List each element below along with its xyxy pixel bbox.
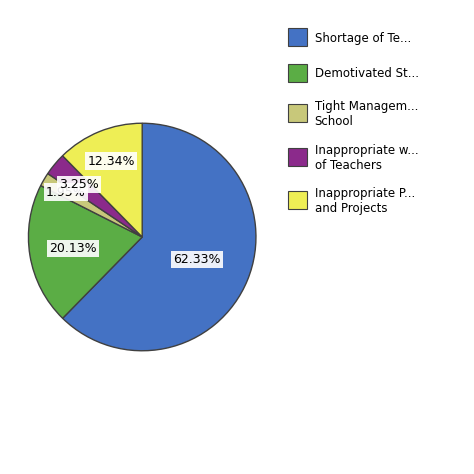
Text: Shortage of Te...: Shortage of Te... — [315, 32, 411, 45]
FancyBboxPatch shape — [288, 104, 307, 122]
Wedge shape — [63, 123, 142, 237]
Text: Inappropriate P...
and Projects: Inappropriate P... and Projects — [315, 187, 415, 215]
Text: 62.33%: 62.33% — [173, 253, 221, 266]
Wedge shape — [48, 156, 142, 237]
Text: 3.25%: 3.25% — [59, 178, 99, 191]
Text: Tight Managem...
School: Tight Managem... School — [315, 100, 418, 128]
Wedge shape — [63, 123, 256, 351]
Text: 1.95%: 1.95% — [46, 186, 85, 199]
Wedge shape — [41, 173, 142, 237]
Text: 20.13%: 20.13% — [49, 242, 96, 255]
Wedge shape — [28, 186, 142, 319]
Text: 12.34%: 12.34% — [88, 155, 135, 168]
FancyBboxPatch shape — [288, 191, 307, 210]
FancyBboxPatch shape — [288, 28, 307, 46]
FancyBboxPatch shape — [288, 147, 307, 165]
Text: Demotivated St...: Demotivated St... — [315, 67, 419, 81]
Text: Inappropriate w...
of Teachers: Inappropriate w... of Teachers — [315, 144, 419, 172]
FancyBboxPatch shape — [288, 64, 307, 82]
